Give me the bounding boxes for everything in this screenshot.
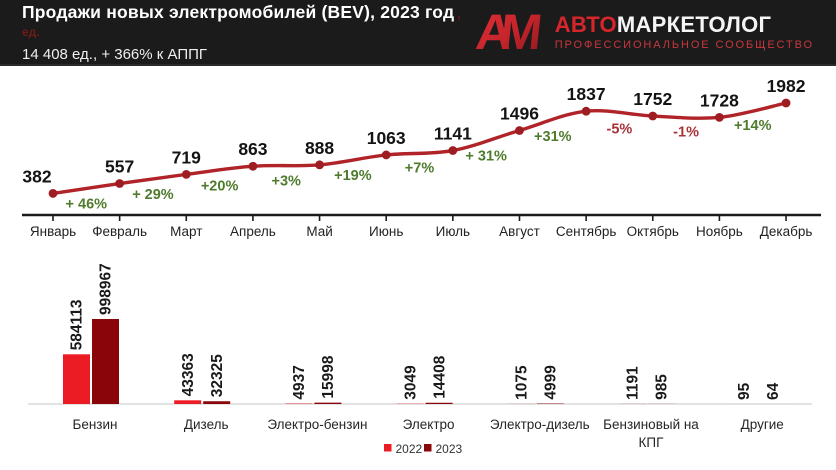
bar-value-label: 43363 (180, 353, 197, 396)
line-value-label: 888 (305, 138, 334, 158)
month-label: Декабрь (760, 224, 813, 239)
title-line: Продажи новых электромобилей (BEV), 2023… (22, 2, 471, 41)
bar-value-label: 64 (765, 382, 782, 400)
bar-value-label: 3049 (402, 365, 419, 400)
brand-text: АВТОМАРКЕТОЛОГ ПРОФЕССИОНАЛЬНОЕ СООБЩЕСТ… (555, 13, 814, 50)
brand-name-red: АВТО (554, 12, 617, 38)
pct-change-label: +20% (201, 178, 239, 194)
pct-change-label: + 46% (66, 196, 108, 212)
month-label: Сентябрь (556, 224, 616, 239)
data-point-marker (381, 150, 391, 160)
bar-2023 (203, 401, 231, 404)
month-label: Август (499, 224, 540, 239)
brand-name: АВТОМАРКЕТОЛОГ (555, 13, 814, 36)
data-point-marker (715, 112, 724, 122)
legend-swatch-2023 (424, 444, 432, 452)
data-point-marker (48, 189, 58, 198)
line-value-label: 382 (22, 166, 51, 186)
bar-value-label: 1075 (514, 365, 531, 400)
title-units-suffix: , ед. (22, 6, 461, 39)
bar-value-label: 584113 (69, 299, 86, 350)
line-value-label: 863 (238, 139, 267, 159)
month-label: Апрель (230, 224, 276, 239)
header: Продажи новых электромобилей (BEV), 2023… (0, 0, 836, 66)
category-label: КПГ (639, 435, 665, 450)
line-value-label: 1728 (700, 90, 739, 110)
data-point-marker (648, 111, 658, 121)
data-point-marker (248, 161, 258, 171)
month-label: Январь (30, 224, 76, 239)
data-point-marker (115, 179, 125, 188)
line-value-label: 1141 (434, 124, 472, 144)
legend-label-2022: 2022 (396, 442, 423, 456)
category-label: Бензин (72, 417, 117, 432)
line-value-label: 1837 (567, 84, 606, 104)
brand-logo: АМ АВТОМАРКЕТОЛОГ ПРОФЕССИОНАЛЬНОЕ СООБЩ… (471, 6, 814, 58)
pct-change-label: + 29% (132, 187, 174, 203)
pct-change-label: +14% (734, 118, 772, 134)
line-value-label: 557 (105, 157, 134, 177)
data-point-marker (515, 126, 524, 135)
month-label: Июнь (369, 224, 403, 239)
sales-line (52, 101, 787, 196)
brand-name-white: МАРКЕТОЛОГ (616, 12, 772, 38)
line-value-label: 1752 (633, 89, 672, 109)
bar-2023 (92, 319, 119, 404)
fuel-type-bar-chart: 584113 998967 Бензин 43363 32325 Дизель 4937 15… (28, 263, 812, 456)
bar-value-label: 15998 (320, 355, 337, 398)
data-point-marker (581, 106, 591, 116)
pct-change-label: -5% (607, 122, 633, 138)
category-label: Бензиновый на (603, 417, 699, 432)
subtitle: 14 408 ед., + 366% к АППГ (22, 45, 208, 63)
bar-value-label: 32325 (209, 354, 226, 397)
monogram-letters: АМ (473, 6, 542, 58)
bar-value-label: 4999 (543, 365, 560, 400)
data-point-marker (448, 146, 458, 155)
legend-swatch-2022 (384, 444, 392, 452)
pct-change-label: +3% (272, 174, 302, 190)
category-label: Другие (741, 417, 784, 432)
data-point-marker (315, 160, 324, 170)
category-label: Дизель (184, 417, 229, 432)
page-title: Продажи новых электромобилей (BEV), 2023… (22, 1, 455, 22)
bar-2023 (425, 402, 453, 404)
category-label: Электро-дизель (490, 417, 590, 432)
category-label: Электро-бензин (267, 417, 367, 432)
month-label: Март (170, 224, 202, 239)
line-value-label: 719 (172, 147, 201, 167)
bar-value-label: 998967 (98, 263, 115, 315)
bar-2022 (174, 400, 202, 404)
bar-value-label: 4937 (291, 365, 308, 399)
category-label: Электро (403, 417, 455, 432)
pct-change-label: +19% (334, 168, 372, 184)
bar-value-label: 1191 (625, 366, 642, 400)
brand-monogram-icon: АМ (473, 6, 542, 58)
bar-2022 (63, 354, 90, 404)
bar-value-label: 985 (654, 374, 671, 400)
line-value-label: 1063 (367, 128, 406, 148)
monthly-sales-line-chart: Январь Февраль Март Апрель Май Июнь Июль Август… (22, 76, 821, 239)
bar-value-label: 14408 (431, 355, 448, 398)
month-label: Ноябрь (696, 224, 743, 239)
legend-label-2023: 2023 (436, 442, 463, 456)
month-label: Июль (436, 224, 470, 239)
month-label: Февраль (92, 224, 147, 239)
pct-change-label: -1% (673, 125, 699, 141)
bar-2023 (314, 402, 342, 404)
line-value-label: 1982 (767, 76, 806, 96)
brand-tagline: ПРОФЕССИОНАЛЬНОЕ СООБЩЕСТВО (554, 38, 814, 51)
data-point-marker (181, 169, 191, 179)
month-label: Октябрь (627, 224, 679, 239)
pct-change-label: + 31% (465, 149, 507, 165)
line-value-label: 1496 (500, 103, 539, 123)
bar-value-label: 95 (736, 382, 753, 400)
pct-change-label: +7% (405, 161, 435, 177)
header-titles: Продажи новых электромобилей (BEV), 2023… (22, 2, 471, 63)
pct-change-label: +31% (534, 129, 572, 145)
data-point-marker (781, 98, 791, 108)
month-label: Май (306, 224, 332, 239)
